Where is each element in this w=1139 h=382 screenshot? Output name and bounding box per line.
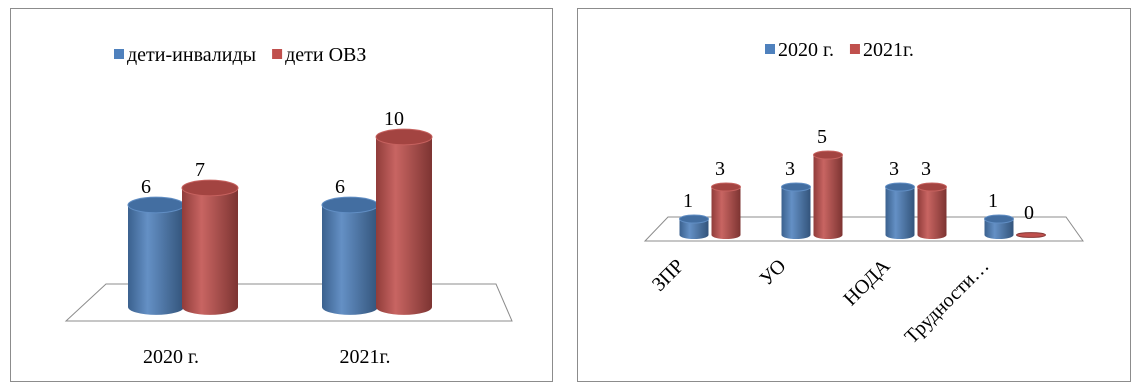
- floor-plane: [643, 216, 1084, 242]
- category-label-1: 2020 г.: [143, 346, 199, 368]
- legend-swatch-2: [849, 44, 860, 54]
- value-label-2-1: 3: [715, 158, 725, 180]
- category-label-4: Трудности…: [900, 255, 993, 348]
- bar-2-2: [375, 128, 433, 315]
- legend-swatch-1: [765, 44, 775, 54]
- bar-2-2: [813, 150, 843, 240]
- value-label-2-1: 7: [195, 159, 205, 181]
- value-label-1-3: 3: [889, 158, 899, 180]
- right-chart-panel: 2020 г. 2021г. 1 3 ЗПР 3 5 УО 3 3 НОДА 1 0 Трудности…: [577, 8, 1131, 382]
- value-label-2-2: 5: [817, 126, 827, 148]
- value-label-1-4: 1: [988, 190, 998, 212]
- legend-swatch-1: [114, 49, 124, 59]
- legend-label-2: дети ОВЗ: [285, 44, 366, 66]
- bar-1-4: [984, 214, 1014, 240]
- bar-2-1: [711, 182, 741, 240]
- legend-label-1: 2020 г.: [778, 39, 834, 61]
- legend-swatch-2: [272, 49, 283, 59]
- value-label-2-4: 0: [1024, 202, 1034, 224]
- value-label-1-1: 6: [141, 176, 151, 198]
- bar-1-2: [321, 196, 379, 315]
- category-label-1: ЗПР: [648, 255, 689, 296]
- bar-1-3: [885, 182, 915, 240]
- value-label-2-2: 10: [384, 108, 404, 130]
- category-label-3: НОДА: [839, 255, 895, 311]
- bar-1-1: [679, 214, 709, 240]
- category-label-2: УО: [755, 255, 790, 290]
- legend-label-1: дети-инвалиды: [127, 44, 256, 66]
- bar-2-4: [1016, 232, 1046, 238]
- bar-2-1: [181, 179, 239, 315]
- category-label-2: 2021г.: [340, 346, 391, 368]
- value-label-1-1: 1: [683, 190, 693, 212]
- legend-label-2: 2021г.: [863, 39, 914, 61]
- value-label-1-2: 3: [785, 158, 795, 180]
- bar-1-1: [127, 196, 185, 315]
- value-label-2-3: 3: [921, 158, 931, 180]
- left-chart: дети-инвалиды дети ОВЗ 6 7 2020 г. 6 10 2021г.: [64, 44, 513, 368]
- value-label-1-2: 6: [335, 176, 345, 198]
- left-chart-panel: дети-инвалиды дети ОВЗ 6 7 2020 г. 6 10 2021г.: [10, 8, 553, 382]
- bar-1-2: [781, 182, 811, 240]
- bar-2-3: [917, 182, 947, 240]
